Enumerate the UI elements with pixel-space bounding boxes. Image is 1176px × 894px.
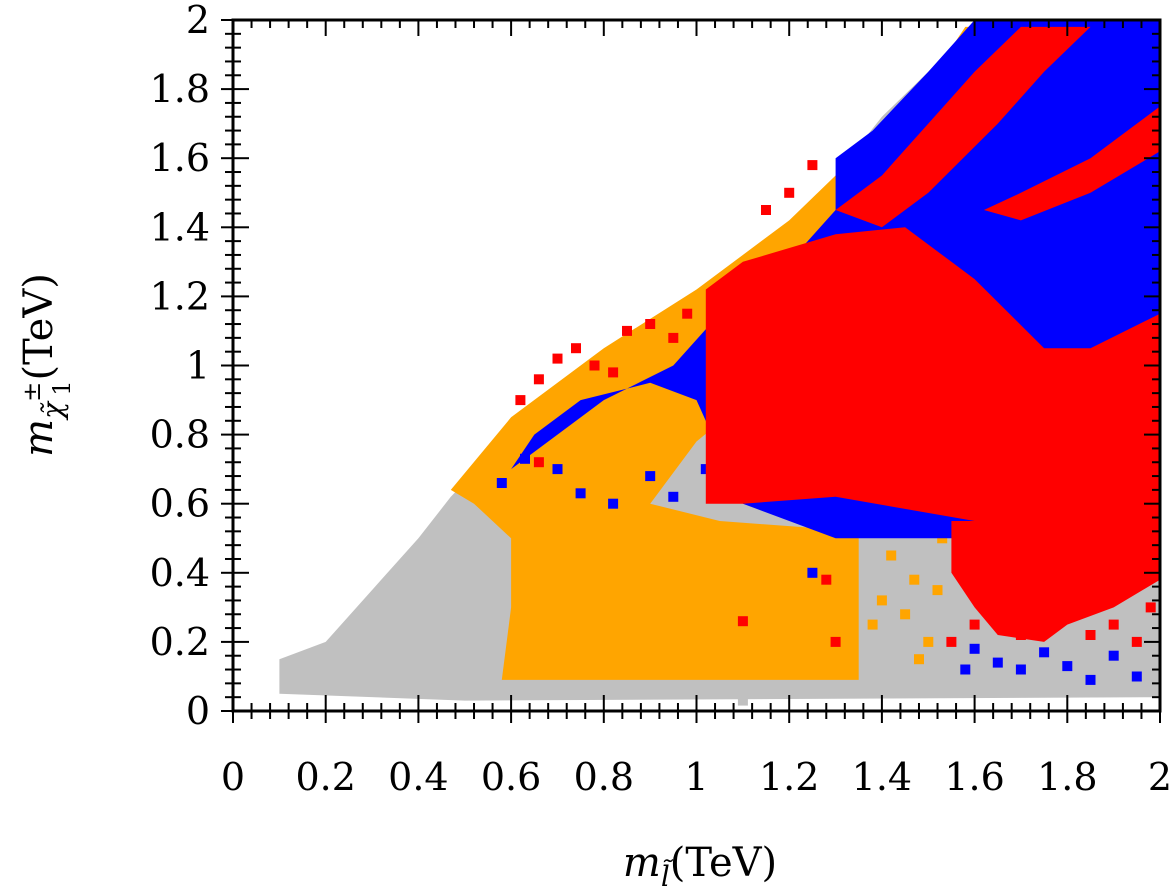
series-3-point-23 — [784, 187, 795, 198]
x-tick-label: 2 — [1148, 755, 1172, 799]
series-2-point-12 — [1039, 647, 1050, 658]
series-1-point-5 — [932, 585, 943, 596]
series-3-point-3 — [571, 343, 581, 354]
series-2-point-4 — [608, 498, 619, 509]
y-tick-label: 1.4 — [150, 205, 210, 249]
series-3-point-0 — [515, 395, 526, 406]
y-tick-label: 1 — [186, 344, 210, 388]
series-2-point-9 — [969, 643, 980, 654]
series-2-point-8 — [807, 567, 818, 578]
series-2-point-1 — [520, 453, 530, 464]
x-tick-label: 1 — [684, 755, 708, 799]
y-tick-label: 0.4 — [150, 551, 210, 595]
series-3-point-16 — [1015, 630, 1026, 640]
y-tick-label: 1.6 — [150, 136, 210, 180]
series-1-point-4 — [886, 550, 897, 561]
series-1-point-6 — [867, 619, 878, 630]
x-tick-label: 1.2 — [759, 755, 819, 799]
y-tick-label: 0.2 — [150, 620, 210, 664]
series-3-point-15 — [969, 619, 980, 630]
series-2-point-17 — [1085, 674, 1096, 685]
series-3-point-21 — [1145, 602, 1156, 613]
x-axis-label: ml̃(TeV) — [623, 840, 777, 893]
series-3-region-0 — [705, 227, 1160, 522]
series-3-point-12 — [821, 574, 832, 585]
series-3-point-14 — [946, 636, 957, 647]
series-2-point-0 — [496, 478, 507, 488]
x-tick-label: 1.6 — [944, 755, 1004, 799]
series-3-region-2 — [983, 106, 1160, 221]
series-1-point-2 — [909, 574, 920, 585]
series-3 — [515, 26, 1160, 647]
series-0-point-0 — [1122, 630, 1133, 640]
y-tick-label: 0.8 — [150, 413, 210, 457]
series-3-point-19 — [1108, 619, 1119, 630]
series-3-point-22 — [807, 160, 818, 171]
x-tick-label: 0.8 — [574, 755, 634, 799]
series-1-point-1 — [900, 609, 911, 620]
y-tick-label: 1.2 — [150, 274, 210, 318]
series-2-point-15 — [1131, 671, 1142, 682]
series-3-point-24 — [761, 205, 771, 215]
series-1-point-7 — [914, 654, 924, 665]
x-tick-label: 1.8 — [1037, 755, 1097, 799]
series-3-point-18 — [1085, 630, 1096, 640]
series-3-point-1 — [533, 374, 544, 385]
series-3-point-2 — [552, 353, 563, 364]
series-2-point-16 — [960, 664, 971, 675]
x-tick-label: 0.4 — [388, 755, 448, 799]
series-2-point-13 — [1062, 661, 1073, 672]
tick-label-layer: 0 0.2 0.4 0.6 0.8 1 1.2 1.4 1.6 1.8 2 0 0.2 0.4 0.6 0.8… — [150, 0, 1173, 799]
series-2-point-14 — [1108, 650, 1119, 661]
series-3-point-10 — [533, 457, 544, 468]
series-2-point-5 — [645, 471, 656, 482]
series-0-point-3 — [969, 685, 980, 696]
x-tick-label: 0.6 — [481, 755, 541, 799]
series-3-point-17 — [1062, 609, 1073, 620]
data-layer — [279, 20, 1160, 706]
series-1-point-0 — [876, 595, 887, 606]
series-3-point-5 — [608, 367, 619, 378]
series-2-point-2 — [552, 464, 563, 475]
series-3-point-7 — [645, 319, 656, 329]
series-2-point-6 — [668, 491, 679, 502]
x-tick-label: 0 — [221, 755, 245, 799]
series-3-point-13 — [830, 636, 841, 647]
series-2-point-3 — [575, 488, 586, 499]
y-tick-label: 0.6 — [150, 482, 210, 526]
series-2-point-11 — [1015, 664, 1026, 675]
series-3-region-3 — [951, 521, 1160, 642]
series-3-point-8 — [668, 332, 679, 343]
series-3-point-11 — [737, 616, 748, 627]
series-3-point-20 — [1131, 636, 1142, 647]
x-tick-label: 1.4 — [852, 755, 912, 799]
series-2-point-10 — [992, 657, 1003, 668]
y-tick-label: 0 — [186, 689, 210, 733]
series-3-region-1 — [835, 26, 1091, 228]
y-tick-label: 2 — [186, 0, 210, 42]
x-tick-label: 0.2 — [295, 755, 355, 799]
y-axis-label: mχ̃±1(TeV) — [16, 273, 76, 457]
tick-layer — [221, 19, 1161, 723]
series-0-point-1 — [1136, 609, 1147, 620]
series-0-point-2 — [737, 695, 748, 706]
series-3-point-9 — [682, 308, 693, 319]
series-3-point-6 — [622, 325, 632, 336]
series-1-point-3 — [923, 636, 934, 647]
y-tick-label: 1.8 — [150, 67, 210, 111]
series-3-point-4 — [589, 360, 600, 371]
